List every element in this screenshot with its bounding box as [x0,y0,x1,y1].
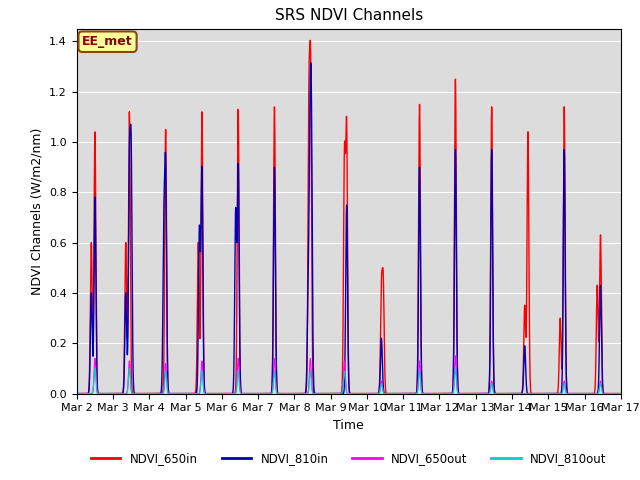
Y-axis label: NDVI Channels (W/m2/nm): NDVI Channels (W/m2/nm) [31,128,44,295]
NDVI_810out [501,391,509,396]
NDVI_810in [501,391,509,396]
NDVI_650out [424,391,431,396]
NDVI_810out [615,391,623,396]
Line: NDVI_810in: NDVI_810in [77,63,621,394]
NDVI_650in [73,391,81,396]
Line: NDVI_810out: NDVI_810out [77,369,621,394]
NDVI_810in [73,391,81,396]
NDVI_650out [452,353,460,359]
NDVI_650in [184,391,191,396]
NDVI_650out [501,391,509,396]
NDVI_650in [424,391,431,396]
NDVI_650in [189,391,197,396]
NDVI_650in [276,391,284,396]
NDVI_650out [617,391,625,396]
NDVI_650out [523,391,531,396]
NDVI_650in [615,391,623,396]
NDVI_810in [189,391,197,396]
NDVI_810out [91,366,99,372]
Text: EE_met: EE_met [82,35,133,48]
NDVI_650out [184,391,191,396]
NDVI_650in [501,391,509,396]
NDVI_810in [615,391,623,396]
Legend: NDVI_650in, NDVI_810in, NDVI_650out, NDVI_810out: NDVI_650in, NDVI_810in, NDVI_650out, NDV… [86,447,611,469]
NDVI_810in [307,60,315,66]
NDVI_810out [617,391,625,396]
NDVI_650out [189,391,197,396]
NDVI_810out [73,391,81,396]
NDVI_650out [73,391,81,396]
NDVI_810in [276,391,284,396]
NDVI_650out [276,391,284,396]
Title: SRS NDVI Channels: SRS NDVI Channels [275,9,423,24]
NDVI_810out [424,391,431,396]
X-axis label: Time: Time [333,419,364,432]
NDVI_650in [617,391,625,396]
NDVI_810in [184,391,191,396]
Line: NDVI_650in: NDVI_650in [77,40,621,394]
NDVI_810in [424,391,431,396]
NDVI_650in [307,37,314,43]
NDVI_810out [189,391,197,396]
NDVI_810out [184,391,191,396]
NDVI_810out [523,391,531,396]
NDVI_810out [276,391,284,396]
Line: NDVI_650out: NDVI_650out [77,356,621,394]
NDVI_650out [615,391,623,396]
NDVI_810in [617,391,625,396]
